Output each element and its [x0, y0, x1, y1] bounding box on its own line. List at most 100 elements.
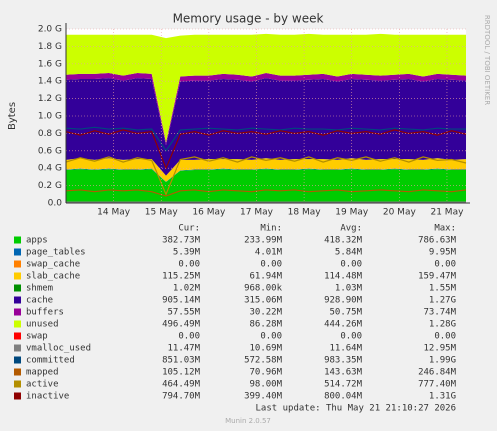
area: [66, 73, 466, 146]
legend-stat: 61.94M: [249, 272, 282, 282]
x-tick-label: 17 May: [240, 208, 274, 218]
legend-stat: 983.35M: [324, 356, 363, 366]
legend-label: committed: [26, 356, 75, 366]
y-tick-label: 0.6 G: [38, 146, 62, 156]
legend-stat: 12.95M: [423, 344, 456, 354]
x-tick-label: 14 May: [97, 208, 131, 218]
legend-stat: 1.27G: [429, 296, 456, 306]
legend-swatch: [14, 356, 21, 364]
legend-swatch: [14, 296, 21, 304]
x-tick-label: 16 May: [192, 208, 226, 218]
legend-label: cache: [26, 296, 53, 306]
area: [66, 158, 466, 182]
legend-stat: 315.06M: [244, 296, 283, 306]
legend-stat: 0.00: [434, 332, 456, 342]
y-axis-label: Bytes: [7, 102, 18, 130]
legend-label: swap_cache: [26, 260, 80, 270]
legend-stat: 464.49M: [162, 380, 201, 390]
stat-header: Min:: [260, 224, 282, 234]
legend-stat: 777.40M: [418, 380, 457, 390]
legend-stat: 1.99G: [429, 356, 456, 366]
legend-stat: 70.96M: [249, 368, 282, 378]
stat-header: Avg:: [340, 224, 362, 234]
legend-label: slab_cache: [26, 272, 80, 282]
legend-stat: 0.00: [260, 260, 282, 270]
legend-stat: 10.69M: [249, 344, 282, 354]
legend-stat: 86.28M: [249, 320, 282, 330]
line: [65, 156, 467, 196]
y-tick-label: 0.4 G: [38, 164, 62, 174]
legend-label: apps: [26, 236, 48, 246]
x-tick-label: 19 May: [335, 208, 369, 218]
y-tick-label: 2.0 G: [38, 25, 62, 35]
legend-stat: 1.03M: [335, 284, 363, 294]
footer: Last update: Thu May 21 21:10:27 2026: [256, 404, 456, 414]
legend-stat: 98.00M: [249, 380, 282, 390]
legend-stat: 851.03M: [162, 356, 201, 366]
legend-stat: 9.95M: [429, 248, 457, 258]
legend-stat: 794.70M: [162, 392, 201, 402]
legend-stat: 928.90M: [324, 296, 363, 306]
legend-stat: 50.75M: [329, 308, 362, 318]
stat-header: Cur:: [178, 224, 200, 234]
legend-stat: 11.64M: [329, 344, 362, 354]
stat-header: Max:: [434, 224, 456, 234]
version: Munin 2.0.57: [225, 417, 271, 425]
legend-swatch: [14, 272, 21, 280]
chart-title: Memory usage - by week: [173, 12, 324, 26]
legend-label: vmalloc_used: [26, 344, 91, 354]
legend-label: active: [26, 380, 59, 390]
legend-stat: 514.72M: [324, 380, 363, 390]
y-tick-label: 0.0: [48, 199, 63, 209]
y-tick-label: 1.0 G: [38, 112, 62, 122]
x-tick-label: 15 May: [145, 208, 179, 218]
legend-stat: 572.58M: [244, 356, 283, 366]
legend-swatch: [14, 332, 21, 340]
legend-label: shmem: [26, 284, 53, 294]
legend-swatch: [14, 380, 21, 388]
legend-stat: 1.31G: [429, 392, 456, 402]
legend-stat: 159.47M: [418, 272, 457, 282]
legend-label: buffers: [26, 308, 64, 318]
legend-stat: 114.48M: [324, 272, 363, 282]
legend-stat: 1.55M: [429, 284, 457, 294]
y-tick-label: 1.2 G: [38, 94, 62, 104]
x-tick-label: 18 May: [288, 208, 322, 218]
legend-swatch: [14, 284, 21, 292]
legend-stat: 786.63M: [418, 236, 457, 246]
side-label: RRDTOOL / TOBI OETIKER: [483, 15, 491, 105]
legend-stat: 800.04M: [324, 392, 363, 402]
legend-stat: 4.01M: [255, 248, 283, 258]
legend-swatch: [14, 320, 21, 328]
legend-swatch: [14, 260, 21, 268]
x-tick-label: 21 May: [430, 208, 464, 218]
legend-label: page_tables: [26, 248, 86, 258]
legend-stat: 0.00: [340, 332, 362, 342]
legend-stat: 382.73M: [162, 236, 201, 246]
legend-swatch: [14, 248, 21, 256]
legend-stat: 0.00: [178, 260, 200, 270]
y-tick-label: 1.6 G: [38, 59, 62, 69]
legend-stat: 5.84M: [335, 248, 363, 258]
y-tick-label: 1.4 G: [38, 77, 62, 87]
legend-stat: 905.14M: [162, 296, 201, 306]
legend-stat: 444.26M: [324, 320, 363, 330]
legend-stat: 30.22M: [249, 308, 282, 318]
legend-stat: 968.00k: [244, 284, 283, 294]
legend-swatch: [14, 308, 21, 316]
legend-swatch: [14, 236, 21, 244]
legend-stat: 246.84M: [418, 368, 457, 378]
legend-stat: 496.49M: [162, 320, 201, 330]
legend-swatch: [14, 392, 21, 400]
legend-stat: 1.02M: [173, 284, 201, 294]
y-tick-label: 0.2 G: [38, 181, 62, 191]
legend-swatch: [14, 344, 21, 352]
legend-label: unused: [26, 320, 59, 330]
legend-label: inactive: [26, 392, 69, 402]
legend-stat: 11.47M: [167, 344, 200, 354]
legend-stat: 73.74M: [423, 308, 456, 318]
legend-stat: 115.25M: [162, 272, 201, 282]
y-tick-label: 1.8 G: [38, 42, 62, 52]
legend-label: mapped: [26, 368, 59, 378]
